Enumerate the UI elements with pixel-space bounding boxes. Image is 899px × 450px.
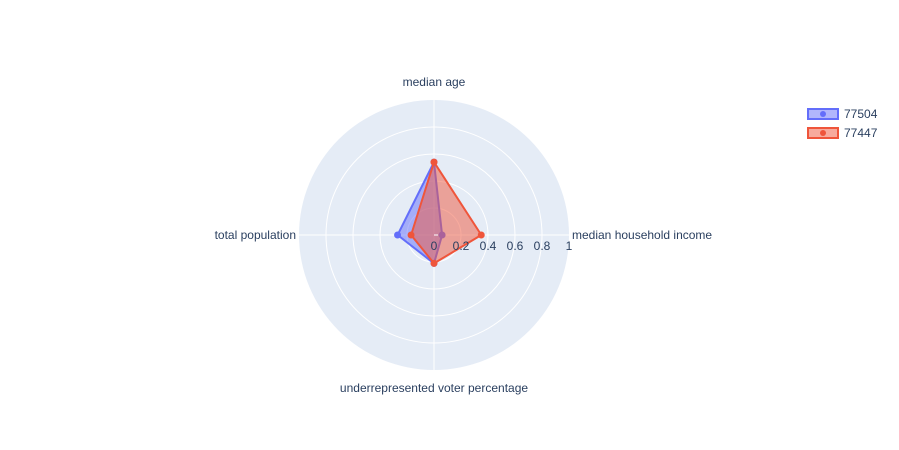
legend: 77504 77447 [807, 107, 878, 140]
radial-tick-label: 0.6 [507, 239, 524, 253]
legend-label: 77504 [844, 107, 878, 121]
radial-tick-label: 0.8 [534, 239, 551, 253]
radial-tick-label: 1 [566, 239, 573, 253]
legend-label: 77447 [844, 126, 878, 140]
axis-label: median age [403, 75, 466, 89]
data-point [477, 231, 485, 239]
angular-axis-labels: median age median household income underre… [215, 75, 713, 395]
data-point [394, 231, 402, 239]
radial-ticks: 0 0.2 0.4 0.6 0.8 1 [431, 234, 573, 253]
legend-item[interactable]: 77504 [807, 107, 878, 121]
series-layer [394, 158, 485, 267]
axis-label: median household income [572, 228, 712, 242]
legend-item[interactable]: 77447 [807, 126, 878, 140]
data-point [407, 231, 415, 239]
axis-label: total population [215, 228, 296, 242]
radial-tick-label: 0.4 [480, 239, 497, 253]
data-point [430, 158, 438, 166]
axis-label: underrepresented voter percentage [340, 381, 528, 395]
radial-tick-label: 0 [431, 239, 438, 253]
radial-tick-label: 0.2 [453, 239, 470, 253]
legend-marker [820, 130, 826, 136]
series-1 [407, 158, 485, 267]
legend-marker [820, 111, 826, 117]
data-point [430, 259, 438, 267]
